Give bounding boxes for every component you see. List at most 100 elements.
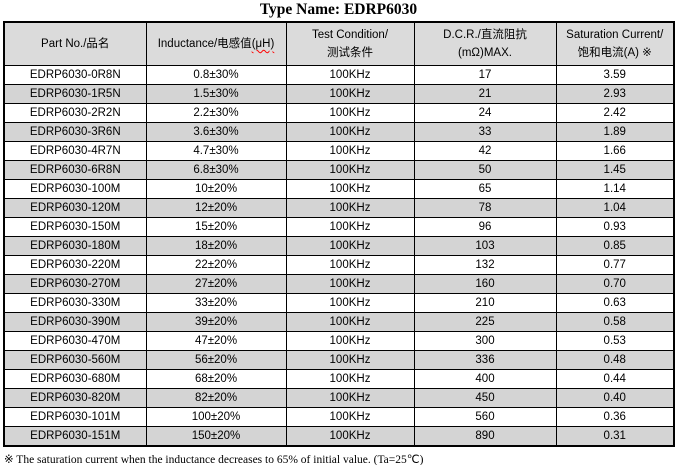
table-row: EDRP6030-100M 10±20% 100KHz 65 1.14 xyxy=(3,178,675,199)
col-header-label: Part No./品名 xyxy=(41,37,110,50)
table-row: EDRP6030-101M 100±20% 100KHz 560 0.36 xyxy=(3,406,675,427)
table-row: EDRP6030-1R5N 1.5±30% 100KHz 21 2.93 xyxy=(3,83,675,104)
cell-saturation-current: 1.14 xyxy=(555,178,675,199)
col-header-label: 测试条件 xyxy=(327,46,373,59)
cell-dcr: 890 xyxy=(413,425,557,446)
table-row: EDRP6030-180M 18±20% 100KHz 103 0.85 xyxy=(3,235,675,256)
cell-inductance: 3.6±30% xyxy=(145,121,287,142)
cell-part-no: EDRP6030-330M xyxy=(3,292,147,313)
cell-dcr: 225 xyxy=(413,311,557,332)
table-row: EDRP6030-270M 27±20% 100KHz 160 0.70 xyxy=(3,273,675,294)
cell-dcr: 17 xyxy=(413,64,557,85)
table-row: EDRP6030-560M 56±20% 100KHz 336 0.48 xyxy=(3,349,675,370)
page-title: Type Name: EDRP6030 xyxy=(259,1,418,18)
col-header-label: D.C.R./直流阻抗 xyxy=(443,28,527,41)
cell-test-condition: 100KHz xyxy=(285,406,415,427)
footnote: ※ The saturation current when the induct… xyxy=(4,453,424,465)
cell-part-no: EDRP6030-390M xyxy=(3,311,147,332)
cell-test-condition: 100KHz xyxy=(285,121,415,142)
cell-test-condition: 100KHz xyxy=(285,387,415,408)
cell-test-condition: 100KHz xyxy=(285,254,415,275)
cell-saturation-current: 0.85 xyxy=(555,235,675,256)
table-row: EDRP6030-2R2N 2.2±30% 100KHz 24 2.42 xyxy=(3,102,675,123)
table-row: EDRP6030-220M 22±20% 100KHz 132 0.77 xyxy=(3,254,675,275)
col-header-test-condition: Test Condition/测试条件 xyxy=(285,21,415,66)
cell-inductance: 10±20% xyxy=(145,178,287,199)
col-header-label: 饱和电流(A) ※ xyxy=(577,46,652,59)
col-header-inductance: Inductance/电感值(μH) xyxy=(145,21,287,66)
cell-part-no: EDRP6030-680M xyxy=(3,368,147,389)
cell-dcr: 96 xyxy=(413,216,557,237)
cell-dcr: 400 xyxy=(413,368,557,389)
cell-saturation-current: 0.40 xyxy=(555,387,675,408)
cell-dcr: 78 xyxy=(413,197,557,218)
col-header-saturation-current: Saturation Current/饱和电流(A) ※ xyxy=(555,21,675,66)
cell-inductance: 15±20% xyxy=(145,216,287,237)
cell-dcr: 160 xyxy=(413,273,557,294)
cell-dcr: 300 xyxy=(413,330,557,351)
cell-dcr: 210 xyxy=(413,292,557,313)
cell-inductance: 0.8±30% xyxy=(145,64,287,85)
cell-inductance: 6.8±30% xyxy=(145,159,287,180)
cell-dcr: 65 xyxy=(413,178,557,199)
col-header-label: Test Condition/ xyxy=(311,28,389,41)
cell-part-no: EDRP6030-560M xyxy=(3,349,147,370)
unit-label-squiggle: (μH) xyxy=(251,37,275,50)
table-row: EDRP6030-470M 47±20% 100KHz 300 0.53 xyxy=(3,330,675,351)
cell-part-no: EDRP6030-4R7N xyxy=(3,140,147,161)
cell-part-no: EDRP6030-120M xyxy=(3,197,147,218)
col-header-dcr: D.C.R./直流阻抗 (mΩ)MAX. xyxy=(413,21,557,66)
table-header: Part No./品名 Inductance/电感值(μH) Test Condit… xyxy=(3,21,675,66)
cell-inductance: 100±20% xyxy=(145,406,287,427)
col-header-label: Inductance/电感值(μH) xyxy=(157,37,275,50)
cell-dcr: 560 xyxy=(413,406,557,427)
table-row: EDRP6030-150M 15±20% 100KHz 96 0.93 xyxy=(3,216,675,237)
cell-test-condition: 100KHz xyxy=(285,178,415,199)
table-row: EDRP6030-330M 33±20% 100KHz 210 0.63 xyxy=(3,292,675,313)
cell-part-no: EDRP6030-180M xyxy=(3,235,147,256)
cell-part-no: EDRP6030-820M xyxy=(3,387,147,408)
cell-test-condition: 100KHz xyxy=(285,273,415,294)
cell-inductance: 47±20% xyxy=(145,330,287,351)
table-row: EDRP6030-6R8N 6.8±30% 100KHz 50 1.45 xyxy=(3,159,675,180)
cell-inductance: 27±20% xyxy=(145,273,287,294)
table-row: EDRP6030-4R7N 4.7±30% 100KHz 42 1.66 xyxy=(3,140,675,161)
cell-saturation-current: 1.45 xyxy=(555,159,675,180)
col-header-label: (mΩ)MAX. xyxy=(458,46,512,59)
cell-test-condition: 100KHz xyxy=(285,83,415,104)
cell-dcr: 24 xyxy=(413,102,557,123)
cell-part-no: EDRP6030-470M xyxy=(3,330,147,351)
cell-part-no: EDRP6030-100M xyxy=(3,178,147,199)
cell-dcr: 33 xyxy=(413,121,557,142)
cell-inductance: 150±20% xyxy=(145,425,287,446)
cell-test-condition: 100KHz xyxy=(285,349,415,370)
cell-test-condition: 100KHz xyxy=(285,235,415,256)
cell-inductance: 1.5±30% xyxy=(145,83,287,104)
cell-part-no: EDRP6030-6R8N xyxy=(3,159,147,180)
cell-test-condition: 100KHz xyxy=(285,102,415,123)
table-body: EDRP6030-0R8N 0.8±30% 100KHz 17 3.59 EDRP6030… xyxy=(3,64,675,446)
cell-inductance: 68±20% xyxy=(145,368,287,389)
cell-inductance: 22±20% xyxy=(145,254,287,275)
cell-inductance: 2.2±30% xyxy=(145,102,287,123)
cell-saturation-current: 1.04 xyxy=(555,197,675,218)
cell-saturation-current: 0.53 xyxy=(555,330,675,351)
cell-test-condition: 100KHz xyxy=(285,368,415,389)
cell-saturation-current: 0.70 xyxy=(555,273,675,294)
table-row: EDRP6030-3R6N 3.6±30% 100KHz 33 1.89 xyxy=(3,121,675,142)
cell-dcr: 50 xyxy=(413,159,557,180)
cell-saturation-current: 3.59 xyxy=(555,64,675,85)
cell-saturation-current: 0.63 xyxy=(555,292,675,313)
cell-dcr: 42 xyxy=(413,140,557,161)
cell-part-no: EDRP6030-2R2N xyxy=(3,102,147,123)
cell-test-condition: 100KHz xyxy=(285,216,415,237)
cell-dcr: 450 xyxy=(413,387,557,408)
cell-test-condition: 100KHz xyxy=(285,311,415,332)
table-row: EDRP6030-120M 12±20% 100KHz 78 1.04 xyxy=(3,197,675,218)
table-row: EDRP6030-151M 150±20% 100KHz 890 0.31 xyxy=(3,425,675,446)
header-row: Part No./品名 Inductance/电感值(μH) Test Condit… xyxy=(3,21,675,66)
cell-test-condition: 100KHz xyxy=(285,425,415,446)
cell-part-no: EDRP6030-101M xyxy=(3,406,147,427)
cell-inductance: 4.7±30% xyxy=(145,140,287,161)
cell-saturation-current: 0.77 xyxy=(555,254,675,275)
